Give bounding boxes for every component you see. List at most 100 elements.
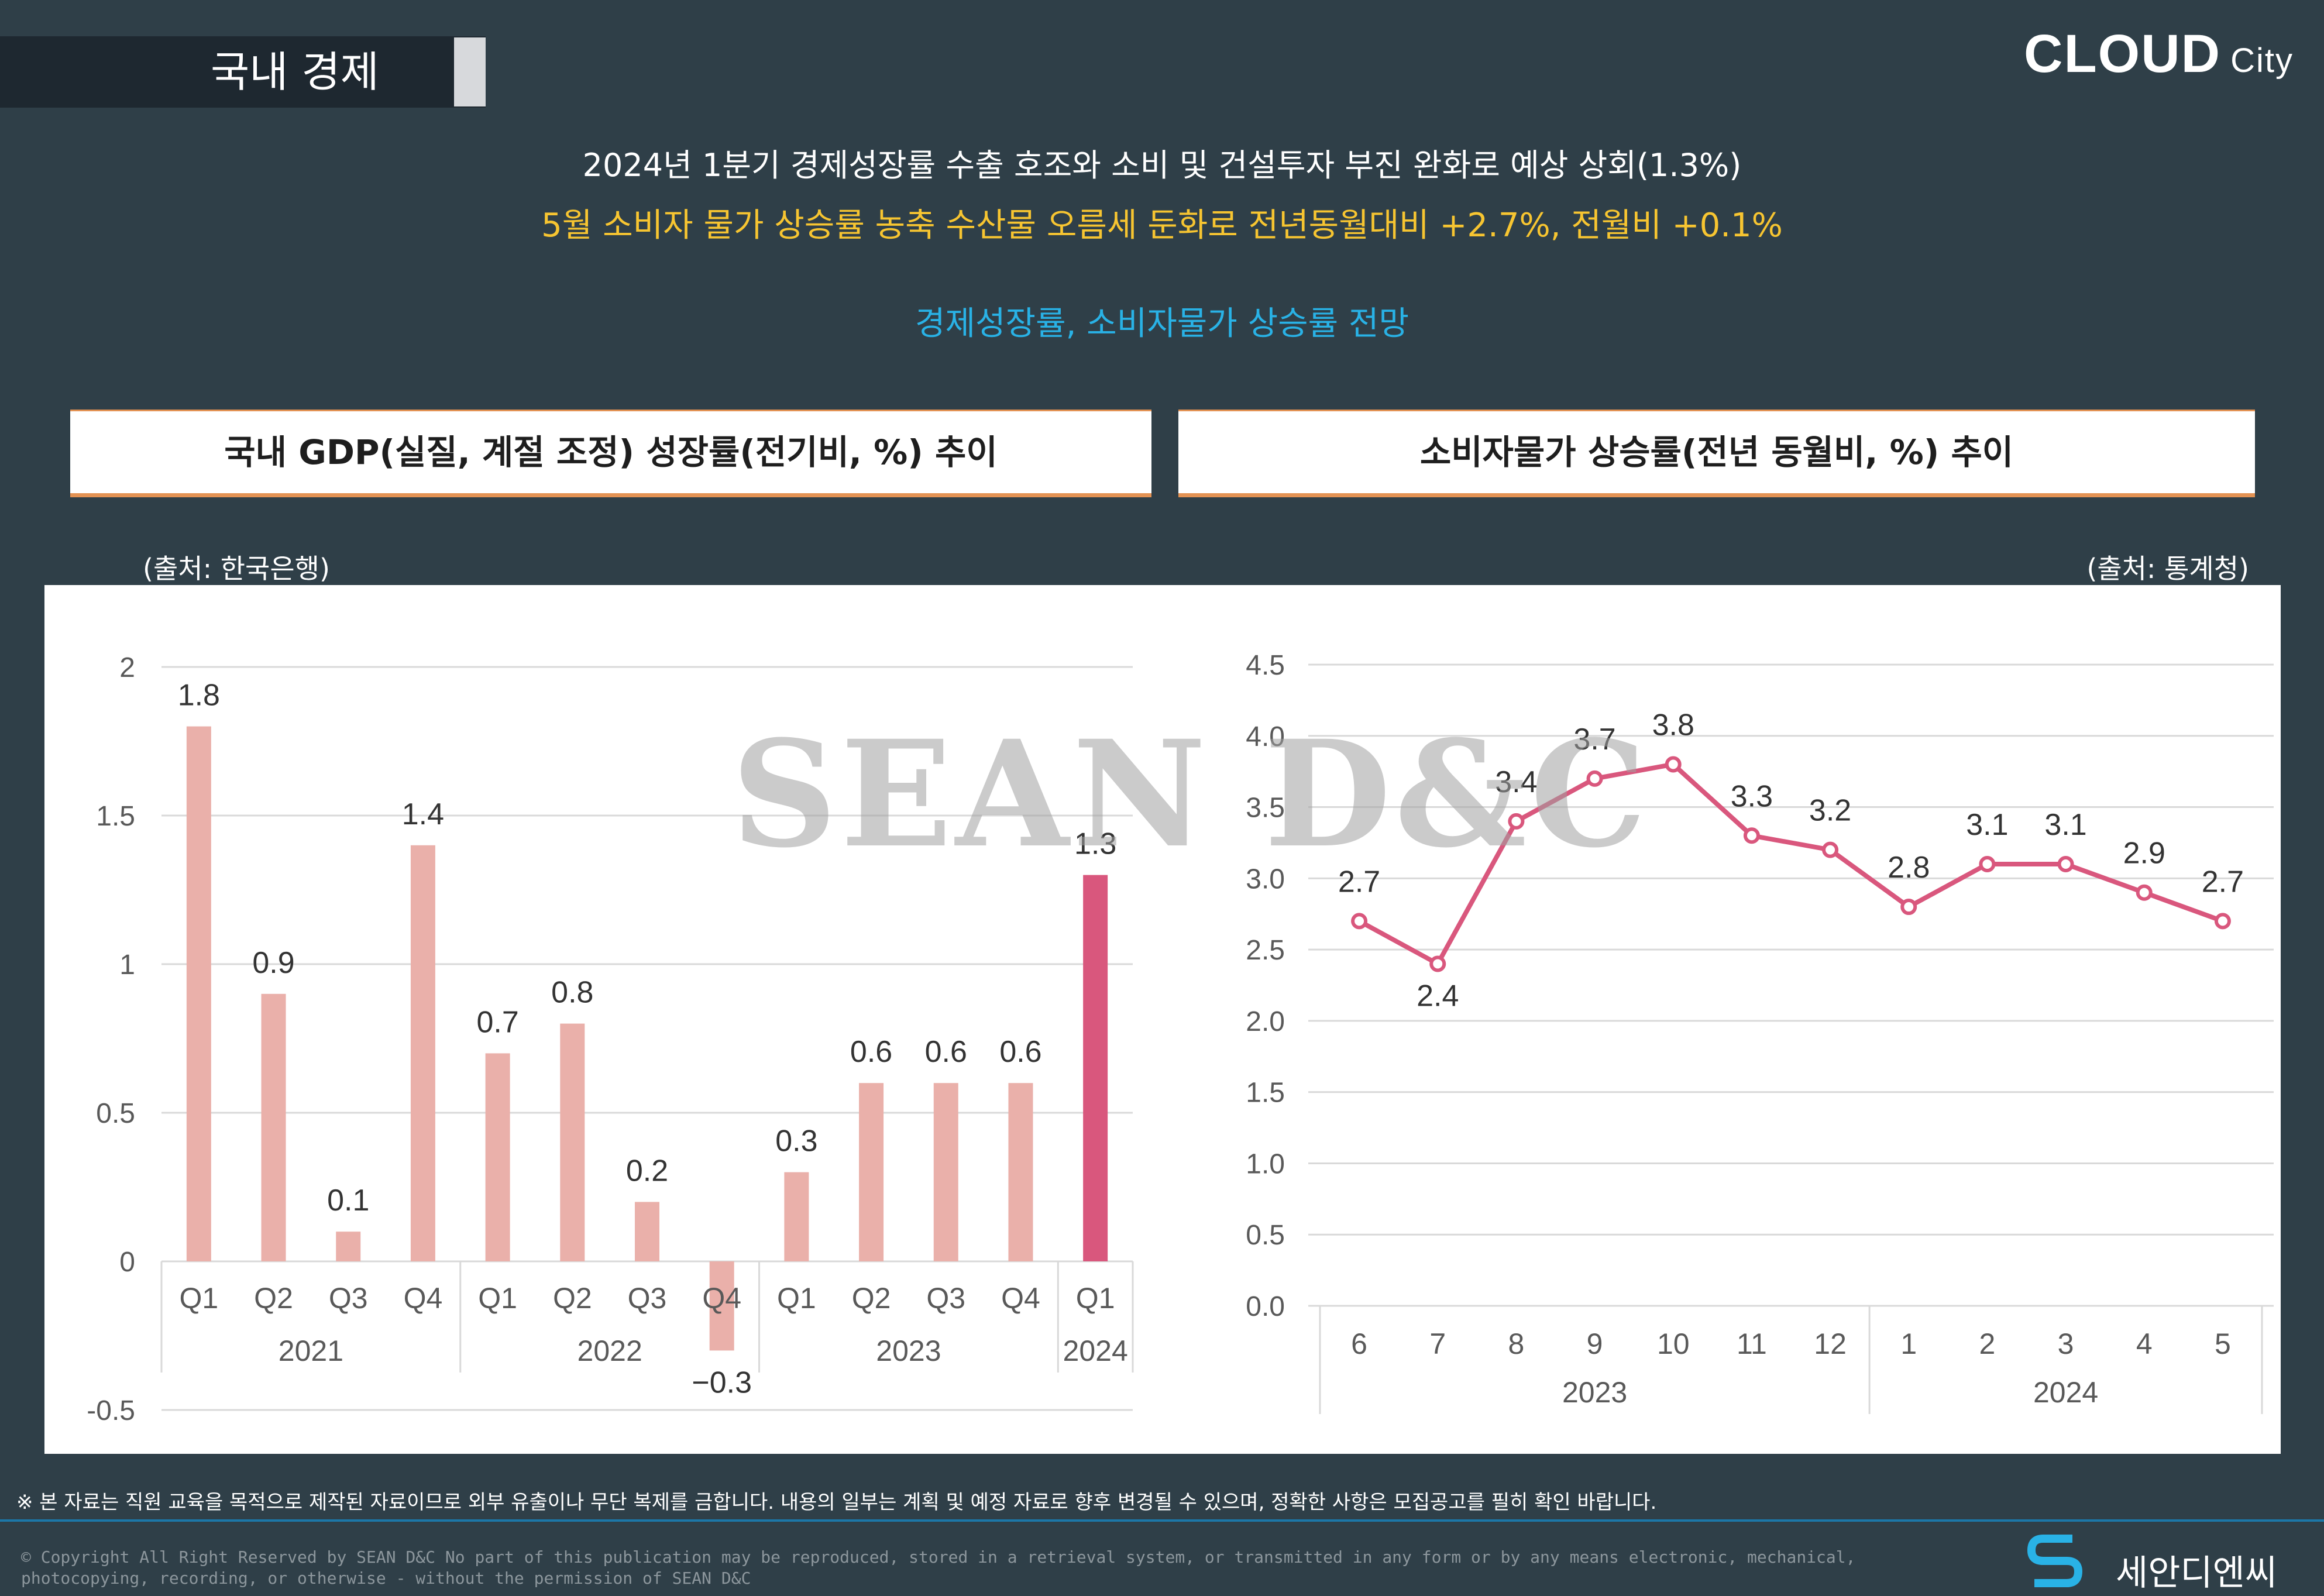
cpi-point: [1979, 855, 1996, 872]
cpi-category-label: 10: [1657, 1327, 1690, 1360]
cpi-panel-title: 소비자물가 상승률(전년 동월비, %) 추이: [1178, 410, 2255, 497]
gdp-bar: [933, 1083, 958, 1261]
cpi-point: [1665, 756, 1682, 773]
cpi-ytick-label: 4.0: [1246, 721, 1285, 752]
cpi-series-line: [1358, 762, 2224, 966]
cpi-source: (출처: 통계청): [2086, 553, 2249, 584]
cpi-category-label: 11: [1737, 1327, 1767, 1360]
gdp-category-label: Q4: [404, 1282, 443, 1315]
cpi-ytick-label: 3.0: [1246, 864, 1285, 895]
gdp-value-label: 1.4: [402, 797, 444, 831]
brand-main: CLOUD: [2024, 24, 2222, 84]
gdp-bar: [560, 1023, 585, 1261]
cpi-point: [1508, 813, 1525, 830]
cpi-value-label: 3.3: [1731, 779, 1773, 813]
watermark: SEAN D&C: [731, 708, 1651, 880]
section-tag-accent: [454, 37, 486, 106]
company-logo-icon: [2027, 1535, 2083, 1587]
cpi-category-label: 1: [1900, 1327, 1917, 1360]
cpi-value-label: 3.4: [1495, 765, 1537, 799]
gdp-value-label: 0.7: [476, 1005, 518, 1039]
gdp-bar: [635, 1202, 659, 1261]
cpi-category-label: 8: [1508, 1327, 1525, 1360]
gdp-value-label: 1.8: [178, 679, 220, 713]
cpi-ytick-label: 1.0: [1246, 1148, 1285, 1179]
cpi-value-label: 3.1: [1966, 808, 2008, 842]
cpi-point: [1429, 955, 1446, 972]
cpi-point: [2214, 913, 2231, 930]
cpi-point: [1743, 827, 1760, 844]
gdp-bar: [186, 726, 211, 1261]
gdp-category-label: Q3: [926, 1282, 965, 1315]
disclaimer: ※ 본 자료는 직원 교육을 목적으로 제작된 자료이므로 외부 유출이나 무단…: [16, 1491, 1657, 1514]
cpi-value-label: 2.9: [2123, 837, 2165, 871]
cpi-category-label: 9: [1587, 1327, 1603, 1360]
gdp-ytick-label: 1.5: [96, 801, 135, 832]
gdp-bar-chart: 2 1.5 1 0.5 0 -0.5 1.8 Q1 0.9 Q2 0.1 Q3 1.4 Q4 0.7 Q1 0.…: [87, 652, 1134, 1426]
gdp-group-label: 2021: [279, 1334, 343, 1367]
cpi-ytick-label: 2.5: [1246, 935, 1285, 966]
gdp-bar: [336, 1232, 361, 1261]
cpi-value-label: 3.1: [2044, 808, 2086, 842]
gdp-value-label: 0.6: [925, 1035, 967, 1069]
footer-divider: [0, 1519, 2324, 1522]
gdp-ytick-label: -0.5: [87, 1395, 135, 1426]
cpi-category-label: 2: [1979, 1327, 1996, 1360]
gdp-value-label: −0.3: [692, 1365, 752, 1399]
gdp-category-label: Q1: [777, 1282, 816, 1315]
cpi-value-label: 2.7: [2202, 865, 2244, 899]
gdp-bar: [709, 1261, 734, 1351]
cpi-ytick-label: 4.5: [1246, 650, 1285, 681]
cpi-category-label: 6: [1351, 1327, 1367, 1360]
gdp-category-label: Q1: [179, 1282, 218, 1315]
gdp-source: (출처: 한국은행): [143, 553, 330, 584]
cpi-value-label: 2.4: [1417, 979, 1459, 1013]
gdp-bar: [485, 1053, 510, 1261]
gdp-category-label: Q2: [254, 1282, 293, 1315]
gdp-bar: [261, 993, 286, 1261]
gdp-group-label: 2022: [577, 1334, 642, 1367]
cpi-ytick-label: 3.5: [1246, 793, 1285, 824]
cpi-point: [1351, 913, 1368, 930]
cpi-category-label: 7: [1429, 1327, 1446, 1360]
brand-sub: City: [2230, 42, 2294, 80]
gdp-ytick-label: 0.5: [96, 1098, 135, 1129]
cpi-ytick-label: 1.5: [1246, 1078, 1285, 1109]
company-name: 세안디엔씨: [2116, 1553, 2277, 1594]
cpi-ytick-label: 2.0: [1246, 1006, 1285, 1037]
headline-gdp: 2024년 1분기 경제성장률 수출 호조와 소비 및 건설투자 부진 완화로 …: [582, 147, 1742, 184]
chart-area: 2 1.5 1 0.5 0 -0.5 1.8 Q1 0.9 Q2 0.1 Q3 1.4 Q4 0.7 Q1 0.…: [44, 585, 2281, 1454]
cpi-value-label: 3.8: [1652, 708, 1694, 742]
cpi-value-label: 3.2: [1809, 794, 1851, 828]
cpi-category-label: 12: [1814, 1327, 1847, 1360]
gdp-group-label: 2023: [876, 1334, 941, 1367]
gdp-value-label: 0.1: [327, 1184, 369, 1217]
cpi-point: [1900, 899, 1917, 916]
gdp-category-label: Q3: [329, 1282, 368, 1315]
cpi-category-label: 3: [2058, 1327, 2074, 1360]
gdp-value-label: 0.6: [850, 1035, 892, 1069]
cpi-category-label: 4: [2136, 1327, 2153, 1360]
gdp-value-label: 0.2: [626, 1154, 668, 1188]
gdp-category-label: Q1: [1076, 1282, 1115, 1315]
cpi-point: [1822, 841, 1839, 858]
gdp-group-label: 2024: [1063, 1334, 1128, 1367]
cpi-point: [2057, 855, 2074, 872]
gdp-category-label: Q4: [702, 1282, 741, 1315]
cpi-ytick-label: 0.5: [1246, 1220, 1285, 1251]
gdp-bar: [410, 845, 435, 1261]
cpi-point: [2136, 884, 2153, 901]
gdp-ytick-label: 1: [119, 950, 135, 981]
gdp-value-label: 0.3: [775, 1124, 817, 1158]
gdp-ytick-label: 0: [119, 1247, 135, 1278]
cpi-line-chart: 4.5 4.0 3.5 3.0 2.5 2.0 1.5 1.0 0.5 0.0 2.7 6 2.4 7 3.…: [1246, 650, 2274, 1414]
gdp-value-label: 0.8: [551, 976, 593, 1010]
cpi-ytick-label: 0.0: [1246, 1291, 1285, 1322]
cpi-category-label: 5: [2215, 1327, 2231, 1360]
copyright-notice: © Copyright All Right Reserved by SEAN D…: [21, 1547, 1856, 1588]
headline-outlook: 경제성장률, 소비자물가 상승률 전망: [915, 305, 1409, 343]
gdp-bar: [859, 1083, 884, 1261]
section-title: 국내 경제: [211, 47, 379, 97]
headline-cpi: 5월 소비자 물가 상승률 농축 수산물 오름세 둔화로 전년동월대비 +2.7…: [541, 207, 1783, 245]
gdp-bar: [1008, 1083, 1033, 1261]
